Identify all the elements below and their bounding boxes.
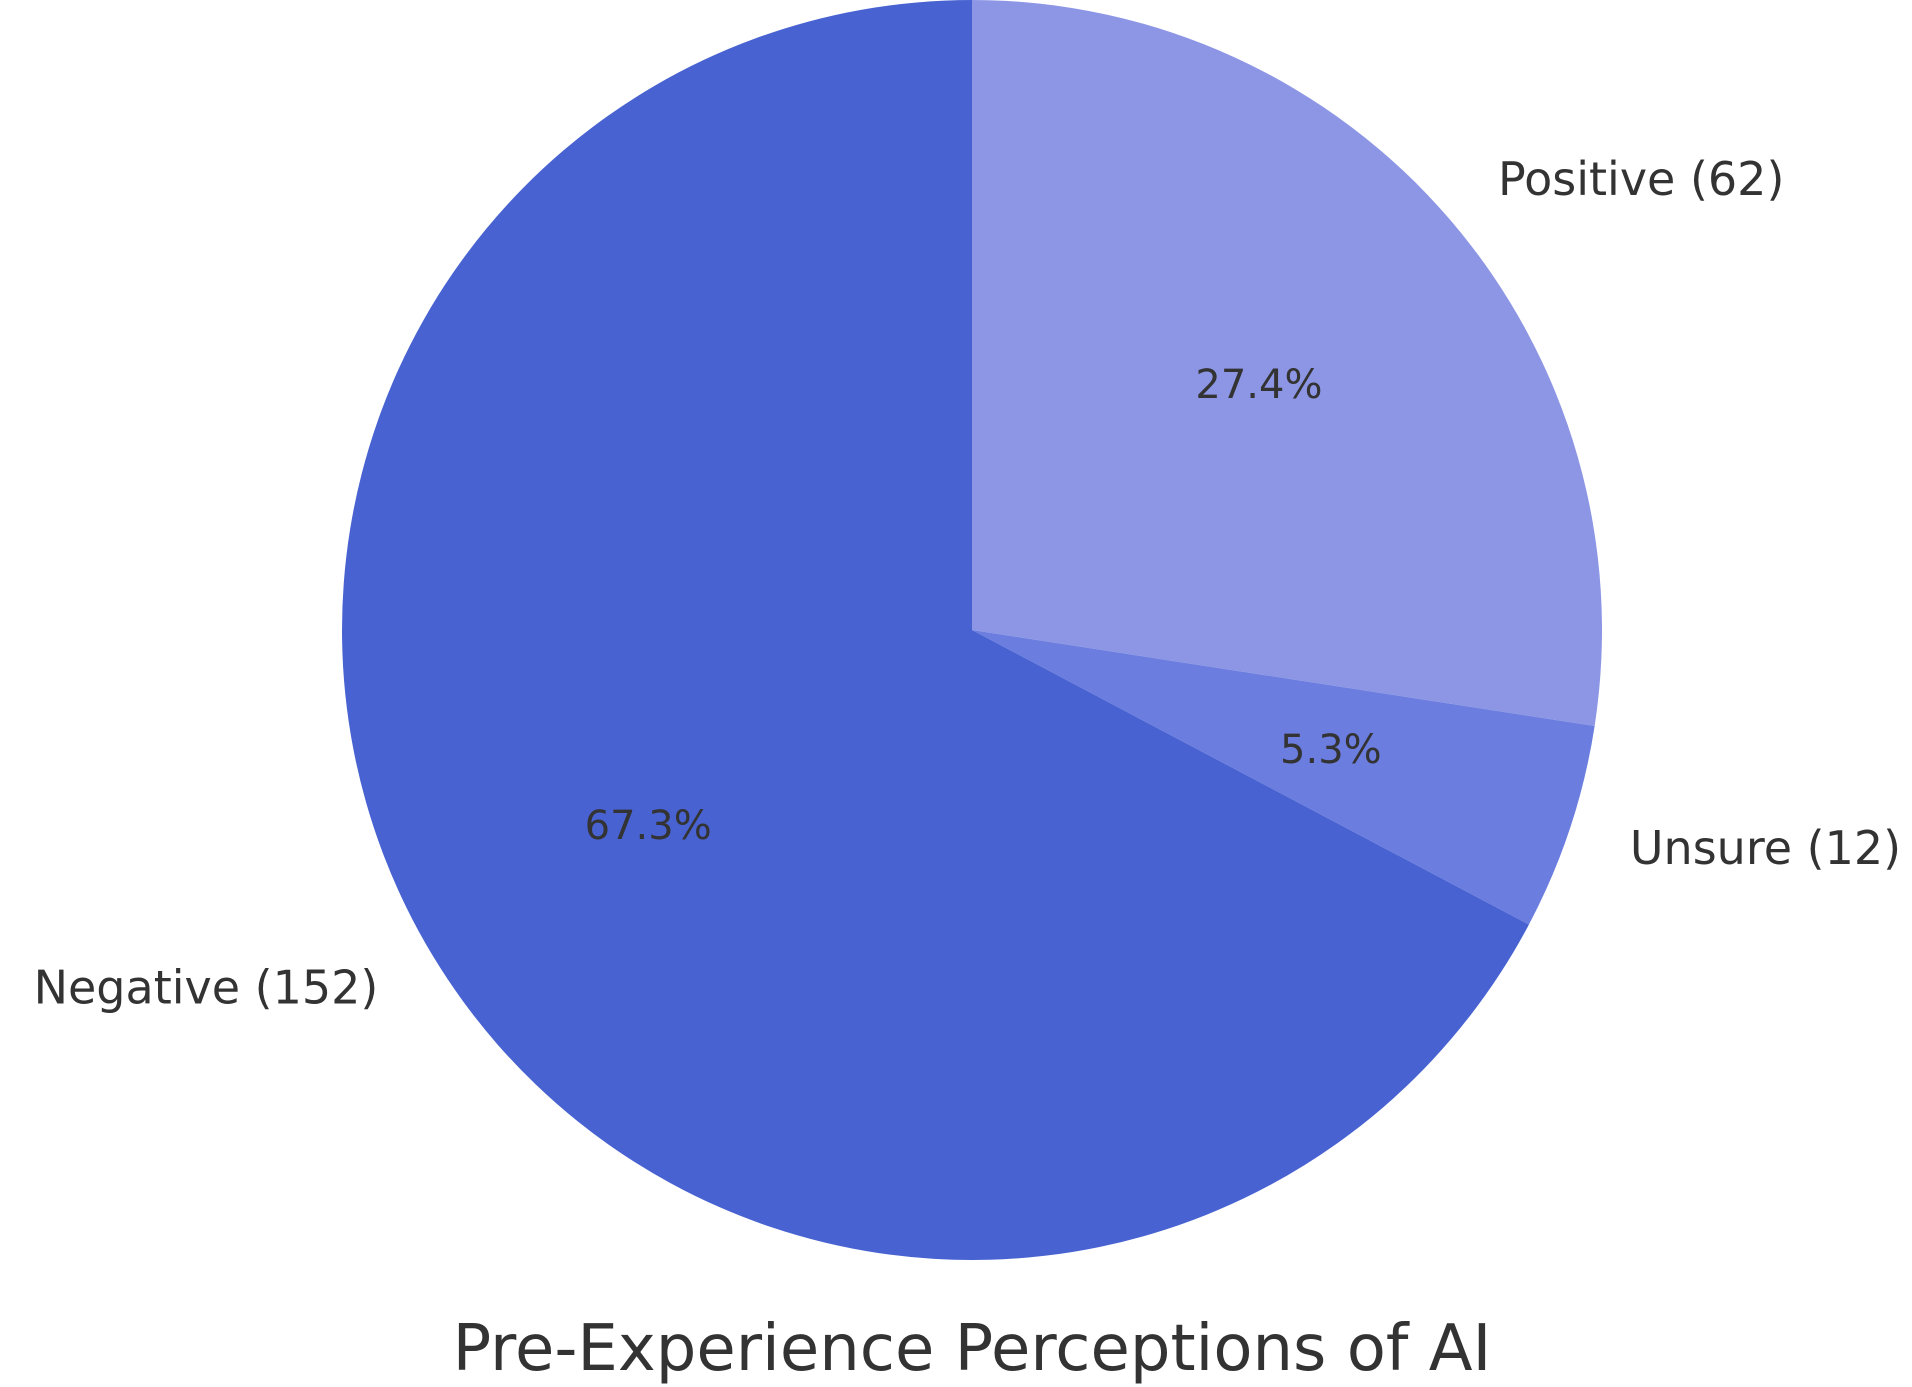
pie-slice-positive xyxy=(972,0,1602,726)
pie-slice-negative xyxy=(342,0,1529,1260)
chart-title: Pre-Experience Perceptions of AI xyxy=(453,1312,1492,1386)
pie-slice-unsure xyxy=(972,630,1595,925)
pie-percent-label-negative: 67.3% xyxy=(585,803,712,849)
pie-category-label-negative: Negative (152) xyxy=(34,961,379,1015)
pie-labels: 27.4% Positive (62) 5.3% Unsure (12) 67.3% Ne… xyxy=(34,152,1901,1015)
pie-percent-label-positive: 27.4% xyxy=(1195,362,1322,408)
pie-category-label-positive: Positive (62) xyxy=(1498,152,1784,206)
pie-percent-label-unsure: 5.3% xyxy=(1280,727,1382,773)
pie-category-label-unsure: Unsure (12) xyxy=(1630,821,1901,875)
pie-slices xyxy=(342,0,1602,1260)
